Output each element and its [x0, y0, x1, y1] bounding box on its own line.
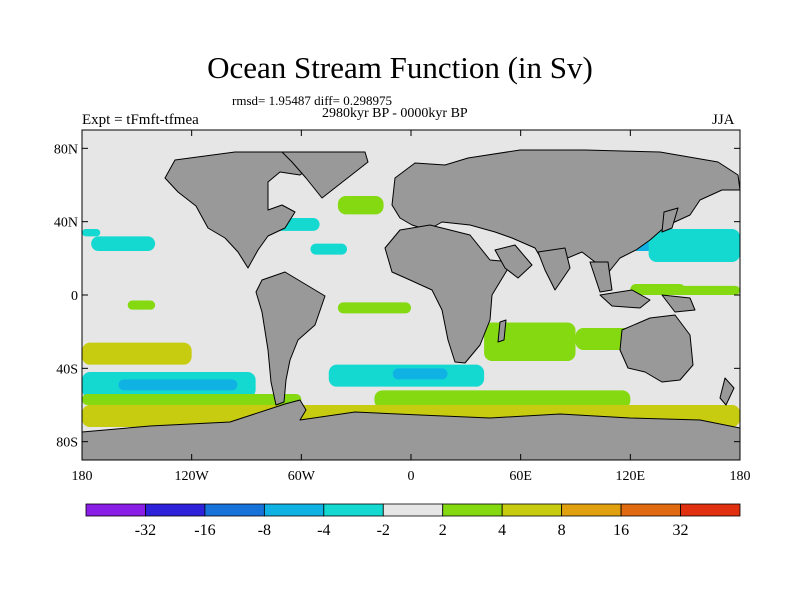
anomaly-region-6 — [648, 229, 740, 262]
anomaly-region-7 — [82, 229, 101, 237]
colorbar-swatch-3 — [263, 503, 325, 517]
anomaly-region-16 — [118, 379, 238, 391]
land-layer — [82, 149, 740, 460]
colorbar: -32 -16 -8 -4 -2 2 4 8 16 32 — [85, 503, 741, 539]
x-tick-label-2: 60W — [288, 469, 316, 484]
land-greenland — [281, 151, 369, 199]
y-tick-label-1: 40N — [54, 216, 78, 231]
colorbar-label-2: -8 — [258, 522, 271, 539]
land-india — [537, 247, 571, 291]
x-tick-label-1: 120W — [175, 469, 210, 484]
anomaly-region-10 — [127, 300, 156, 310]
colorbar-label-7: 8 — [558, 522, 566, 539]
period-label: 2980kyr BP - 0000kyr BP — [322, 106, 468, 121]
anomaly-region-1 — [337, 196, 384, 215]
colorbar-swatch-10 — [680, 503, 741, 517]
map-title: Ocean Stream Function (in Sv) — [207, 50, 593, 85]
land-new-guinea — [661, 294, 696, 313]
map-axes: 180 120W 60W 0 60E 120E 180 80N 40N 0 40S 80S — [54, 130, 751, 484]
land-africa — [384, 224, 513, 364]
colorbar-swatch-4 — [323, 503, 384, 517]
land-south-america — [255, 271, 326, 406]
colorbar-swatch-6 — [442, 503, 503, 517]
experiment-label: Expt = tFmft-tfmea — [82, 112, 199, 128]
land-arabia — [494, 244, 533, 279]
land-madagascar — [497, 319, 507, 343]
colorbar-swatch-5 — [382, 503, 444, 517]
anomaly-region-8 — [630, 284, 686, 295]
colorbar-label-8: 16 — [613, 522, 629, 539]
colorbar-swatch-9 — [620, 503, 681, 517]
y-tick-label-2: 0 — [71, 289, 78, 304]
colorbar-swatch-2 — [204, 503, 265, 517]
stats-line: rmsd= 1.95487 diff= 0.298975 — [232, 93, 392, 108]
land-australia — [619, 314, 694, 383]
x-tick-label-3: 0 — [408, 469, 415, 484]
y-tick-label-4: 80S — [56, 436, 78, 451]
anomaly-region-9 — [676, 285, 740, 295]
y-tick-label-0: 80N — [54, 142, 78, 157]
colorbar-swatch-1 — [145, 503, 206, 517]
land-indonesia — [599, 289, 651, 309]
anomaly-region-18 — [392, 368, 448, 380]
anomaly-region-4 — [310, 243, 348, 255]
colorbar-label-5: 2 — [439, 522, 447, 539]
land-antarctica — [82, 399, 740, 460]
colorbar-label-3: -4 — [317, 522, 330, 539]
season-label: JJA — [712, 112, 735, 128]
anomaly-region-20 — [374, 390, 631, 409]
land-new-zealand — [719, 377, 735, 406]
colorbar-swatch-8 — [561, 503, 622, 517]
anomaly-region-14 — [82, 342, 192, 365]
colorbar-label-6: 4 — [498, 522, 506, 539]
colorbar-label-4: -2 — [377, 522, 390, 539]
colorbar-label-9: 32 — [673, 522, 689, 539]
colorbar-label-0: -32 — [135, 522, 156, 539]
y-tick-label-3: 40S — [56, 362, 78, 377]
colorbar-swatch-7 — [501, 503, 563, 517]
x-tick-label-0: 180 — [72, 469, 93, 484]
anomaly-region-22 — [685, 405, 740, 424]
x-tick-label-5: 120E — [616, 469, 646, 484]
anomaly-region-3 — [91, 236, 156, 251]
colorbar-swatch-0 — [85, 503, 146, 517]
colorbar-label-1: -16 — [194, 522, 215, 539]
land-japan — [661, 207, 679, 233]
anomaly-region-19 — [82, 394, 302, 405]
anomaly-region-11 — [337, 302, 411, 314]
x-tick-label-4: 60E — [509, 469, 532, 484]
land-southeast-asia — [589, 261, 613, 293]
land-eurasia — [391, 149, 740, 279]
x-tick-label-6: 180 — [730, 469, 751, 484]
anomaly-region-12 — [484, 322, 576, 361]
